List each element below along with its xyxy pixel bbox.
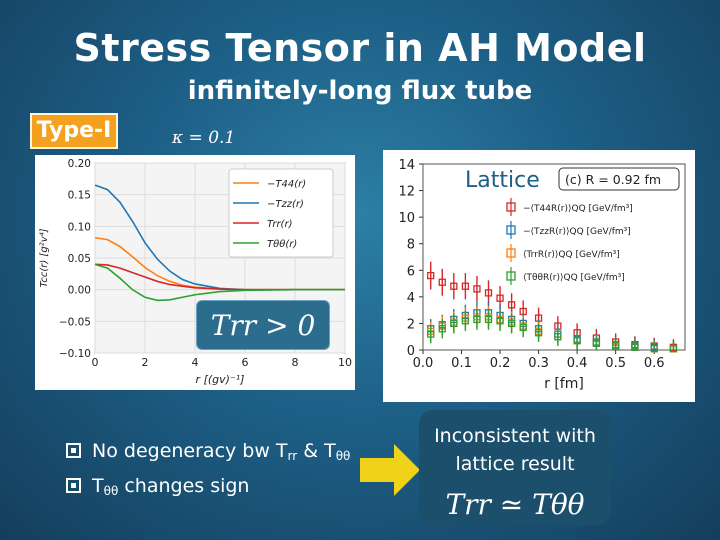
data-point <box>592 339 601 348</box>
result-box: Inconsistent with lattice result Trr ≃ T… <box>419 410 611 525</box>
data-point <box>496 294 504 302</box>
data-point <box>427 330 435 338</box>
panel-label: Lattice <box>465 168 540 193</box>
data-point <box>450 319 458 328</box>
data-point <box>473 315 481 324</box>
legend-label: −⟨T44R(r)⟩QQ [GeV/fm³] <box>523 204 633 214</box>
x-tick-label: 0.1 <box>451 356 472 371</box>
legend-box <box>228 168 334 258</box>
data-point <box>438 278 446 286</box>
data-point <box>519 323 527 332</box>
x-tick-label: 4 <box>192 356 199 369</box>
data-point <box>611 342 620 350</box>
legend-label: −⟨TzzR(r)⟩QQ [GeV/fm³] <box>523 227 631 237</box>
x-tick-label: 0.2 <box>490 356 511 371</box>
x-tick-label: 0.4 <box>567 356 588 371</box>
data-point <box>507 301 516 309</box>
y-tick-label: 12 <box>398 185 415 200</box>
left-chart-panel: 0 2 4 6 8 10 −0.10 −0.05 0.00 0.05 0.10 0.15 0.20 r [… <box>35 155 355 390</box>
y-tick-label: 2 <box>407 317 415 332</box>
slide-title: Stress Tensor in AH Model <box>73 26 647 70</box>
y-tick-label: 4 <box>407 291 415 306</box>
trr-positive-box: Trr > 0 <box>196 300 330 350</box>
data-point <box>650 345 658 353</box>
y-tick-label: 14 <box>398 158 415 173</box>
data-point <box>461 282 470 290</box>
y-axis-label: Tcc(r) [g²v⁴] <box>38 228 50 287</box>
bullet-2: Tθθ changes sign <box>66 471 350 506</box>
result-text-line-1: Inconsistent with <box>434 425 596 447</box>
left-chart: 0 2 4 6 8 10 −0.10 −0.05 0.00 0.05 0.10 0.15 0.20 r [… <box>38 158 352 386</box>
checkbox-bullet-icon <box>66 443 81 458</box>
data-point <box>496 317 504 325</box>
y-tick-label: 8 <box>407 238 415 253</box>
data-point <box>473 285 481 293</box>
result-text: Inconsistent with lattice result <box>419 422 611 478</box>
bullet-1-sub-a: rr <box>287 449 298 463</box>
x-tick-label: 0.5 <box>605 356 626 371</box>
y-tick-label: 0.20 <box>68 158 91 170</box>
legend-label: ⟨TrrR(r)⟩QQ [GeV/fm³] <box>523 250 620 260</box>
y-tick-label: 6 <box>407 264 415 279</box>
y-tick-label: 0.15 <box>68 190 91 202</box>
legend-label: ⟨TθθR(r)⟩QQ [GeV/fm³] <box>523 273 625 283</box>
data-point <box>507 319 516 328</box>
annotation-text: (c) R = 0.92 fm <box>565 172 661 187</box>
y-tick-label: 0.10 <box>68 221 91 233</box>
data-point <box>438 325 446 333</box>
right-arrow-icon <box>360 444 420 496</box>
result-equation: Trr ≃ Tθθ <box>445 488 585 521</box>
bullet-2-text-b: changes sign <box>118 475 250 497</box>
annotation-box <box>558 167 680 191</box>
right-chart-panel: 0.0 0.1 0.2 0.3 0.4 0.5 0.6 0 2 4 6 8 10 12 14 r [fm] La… <box>383 150 695 402</box>
series-line <box>94 263 345 302</box>
y-tick-label: 0.05 <box>68 253 91 265</box>
data-point <box>427 271 435 280</box>
bullet-2-text-a: T <box>92 475 104 497</box>
x-axis-label: r [(gv)⁻¹] <box>196 373 245 386</box>
result-text-line-2: lattice result <box>455 453 575 475</box>
kappa-label: κ = 0.1 <box>172 128 236 148</box>
legend-label: Tθθ(r) <box>267 239 297 250</box>
type-tag: Type-I <box>30 113 118 149</box>
bullet-1-sub-b: θθ <box>335 449 351 463</box>
slide-subtitle: infinitely-long flux tube <box>187 76 533 106</box>
x-tick-label: 10 <box>338 356 352 369</box>
right-chart: 0.0 0.1 0.2 0.3 0.4 0.5 0.6 0 2 4 6 8 10 12 14 r [fm] La… <box>398 158 686 392</box>
data-point <box>484 289 493 297</box>
bullet-1-text-a: No degeneracy bw T <box>92 440 288 462</box>
y-tick-label: −0.10 <box>59 348 91 360</box>
x-tick-label: 0.6 <box>644 356 665 371</box>
bullet-1-text-b: & T <box>297 440 336 462</box>
y-tick-label: 0 <box>407 344 415 359</box>
data-point <box>534 329 543 337</box>
legend-label: −T44(r) <box>267 179 306 190</box>
data-point <box>450 282 458 290</box>
data-point <box>461 317 470 325</box>
legend-label: Trr(r) <box>267 219 292 230</box>
data-point <box>631 343 639 351</box>
checkbox-bullet-icon <box>66 478 81 493</box>
x-tick-label: 0 <box>92 356 99 369</box>
data-point <box>573 337 581 345</box>
bullet-2-sub-a: θθ <box>103 484 119 498</box>
legend-label: −Tzz(r) <box>267 199 304 210</box>
data-point <box>484 315 493 324</box>
x-tick-label: 8 <box>292 356 299 369</box>
bullet-list: No degeneracy bw Trr & Tθθ Tθθ changes s… <box>66 436 350 506</box>
x-tick-label: 2 <box>142 356 149 369</box>
data-point <box>554 333 562 341</box>
y-tick-label: −0.05 <box>59 316 91 328</box>
data-point <box>669 345 678 353</box>
y-tick-label: 10 <box>398 211 415 226</box>
x-axis-label: r [fm] <box>544 376 584 392</box>
x-tick-label: 0.0 <box>413 356 434 371</box>
x-tick-label: 6 <box>242 356 249 369</box>
bullet-1: No degeneracy bw Trr & Tθθ <box>66 436 350 471</box>
y-tick-label: 0.00 <box>68 285 91 297</box>
x-tick-label: 0.3 <box>528 356 549 371</box>
